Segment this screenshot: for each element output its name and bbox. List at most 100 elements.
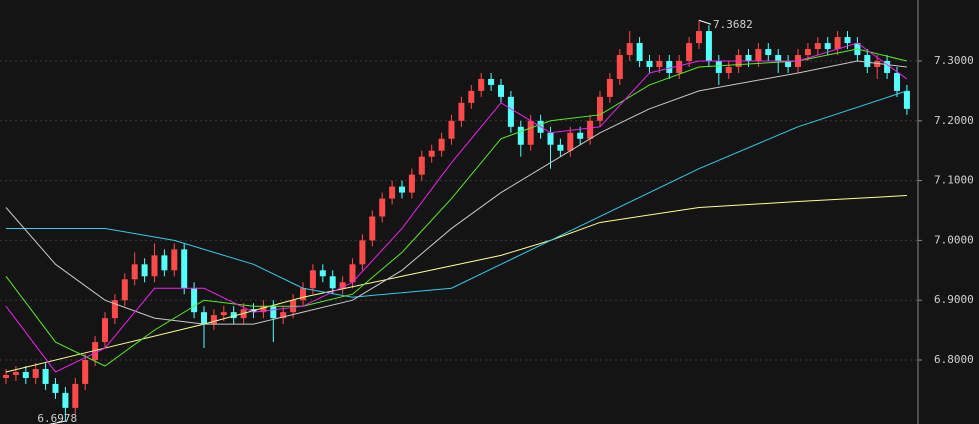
candle-body — [121, 279, 128, 301]
candle-body — [438, 138, 445, 151]
candle-body — [349, 264, 356, 283]
candle-body — [705, 31, 712, 61]
candle-body — [280, 312, 287, 319]
candle-body — [339, 282, 346, 289]
candle-body — [300, 288, 306, 301]
candle-body — [636, 43, 643, 61]
moving-average-line — [5, 48, 908, 367]
candle-body — [557, 144, 564, 151]
candle-body — [448, 120, 455, 139]
candle-body — [488, 78, 495, 85]
candle-body — [171, 249, 178, 271]
candle-body — [408, 174, 415, 193]
candle-body — [369, 216, 376, 241]
candle-body — [62, 392, 69, 408]
candle-body — [765, 49, 772, 56]
candle-body — [418, 156, 425, 175]
candle-body — [468, 90, 475, 103]
candle-body — [102, 318, 108, 343]
low-annotation: 6.6978 — [37, 412, 77, 424]
candle-body — [319, 270, 326, 277]
candle-body — [676, 60, 683, 73]
candle-body — [616, 55, 623, 79]
candle-body — [587, 120, 594, 139]
candle-body — [329, 276, 336, 289]
candle-body — [527, 120, 534, 145]
annotation-arrow — [698, 19, 712, 25]
candle-body — [270, 306, 277, 319]
candle-body — [666, 60, 673, 73]
candle-body — [52, 383, 59, 393]
candle-body — [201, 312, 207, 325]
candle-body — [626, 43, 633, 56]
moving-average-line — [5, 42, 908, 373]
candle-body — [894, 72, 900, 91]
candle-body — [32, 368, 39, 378]
candle-body — [715, 60, 722, 73]
candle-body — [686, 43, 693, 61]
candle-body — [577, 132, 584, 139]
candle-body — [161, 255, 168, 271]
y-tick-label: 6.8000 — [934, 353, 974, 366]
candle-body — [507, 96, 514, 127]
moving-average-line — [5, 60, 907, 325]
candle-body — [389, 186, 396, 199]
moving-average-line — [5, 195, 907, 373]
candle-body — [844, 37, 851, 44]
candle-body — [646, 60, 653, 67]
candle-body — [191, 288, 198, 313]
candle-body — [775, 55, 782, 61]
y-tick-label: 6.9000 — [934, 293, 974, 306]
candle-body — [181, 249, 188, 289]
candle-body — [656, 60, 663, 67]
candle-body — [151, 255, 158, 277]
candle-body — [428, 150, 435, 157]
candle-body — [22, 371, 29, 378]
candle-body — [755, 49, 762, 61]
candle-body — [498, 84, 504, 97]
candle-body — [864, 55, 871, 67]
y-tick-label: 7.3000 — [934, 54, 974, 67]
y-tick-label: 7.1000 — [934, 174, 974, 187]
candle-body — [111, 300, 118, 319]
candle-body — [359, 240, 366, 265]
candle-body — [72, 383, 79, 408]
candle-body — [884, 60, 891, 73]
candle-body — [82, 360, 89, 384]
y-tick-label: 7.0000 — [934, 233, 974, 246]
candle-body — [785, 60, 792, 67]
candle-body — [567, 132, 574, 151]
candle-body — [260, 306, 267, 313]
candle-body — [517, 126, 524, 145]
candle-body — [745, 55, 752, 61]
candle-body — [42, 368, 49, 384]
high-annotation: 7.3682 — [713, 18, 753, 31]
candle-body — [92, 342, 99, 361]
candle-body — [824, 43, 831, 50]
candle-body — [874, 60, 881, 67]
candle-body — [399, 186, 405, 193]
candle-body — [903, 90, 910, 109]
candle-body — [309, 270, 316, 289]
candle-body — [131, 264, 138, 280]
candle-body — [12, 371, 19, 375]
y-tick-label: 7.2000 — [934, 114, 974, 127]
annotation-arrow — [48, 420, 66, 424]
candle-body — [379, 198, 386, 217]
candle-body — [141, 264, 148, 277]
candle-body — [725, 66, 732, 73]
candle-body — [230, 312, 237, 319]
candle-body — [696, 31, 702, 44]
candle-body — [547, 132, 554, 145]
candle-body — [458, 102, 465, 121]
candle-body — [3, 374, 9, 378]
moving-average-line — [6, 90, 908, 298]
candle-body — [606, 78, 613, 97]
candle-body — [220, 312, 227, 316]
candle-body — [597, 96, 603, 121]
candle-body — [210, 315, 217, 325]
candle-body — [804, 49, 811, 56]
candle-body — [478, 78, 485, 91]
candle-body — [814, 43, 821, 50]
